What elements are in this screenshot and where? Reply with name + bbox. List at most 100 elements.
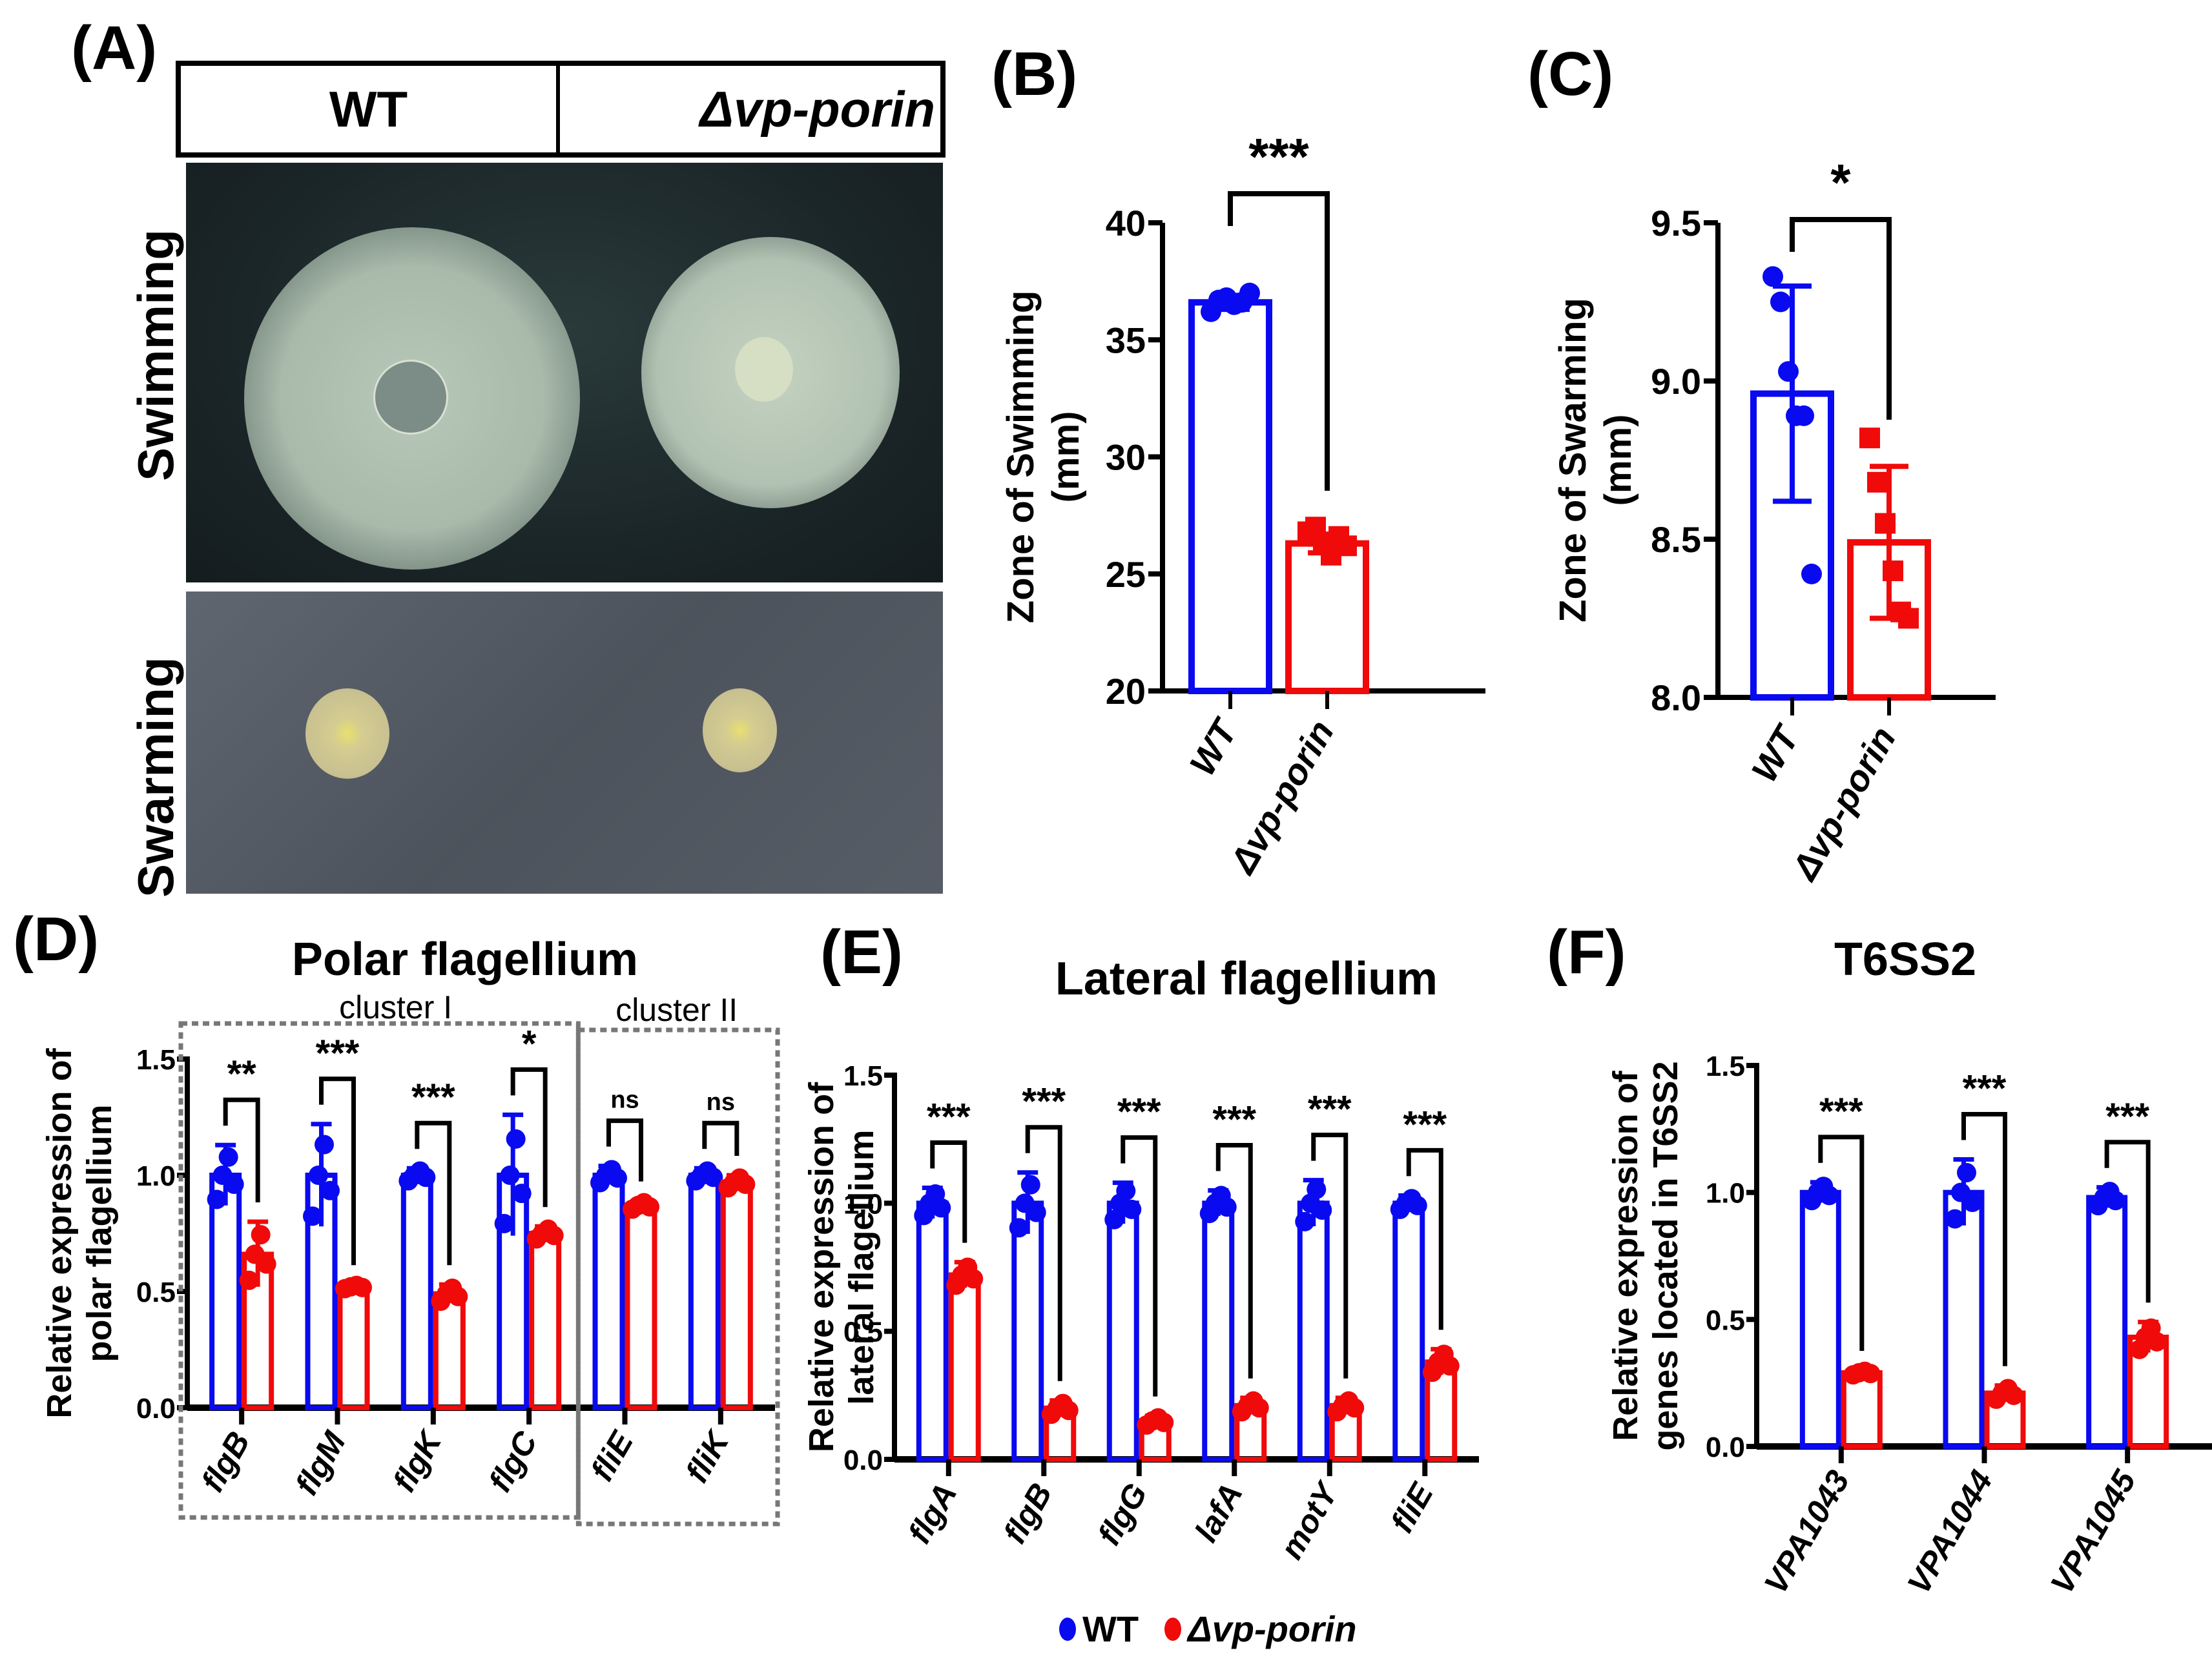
significance-marker: *** bbox=[1022, 1081, 1066, 1123]
bar bbox=[625, 1202, 657, 1410]
bar bbox=[1106, 1200, 1139, 1462]
y-tick-label: 1.5 bbox=[843, 1060, 883, 1092]
x-tick-label: WT bbox=[1181, 710, 1246, 782]
data-point bbox=[1801, 563, 1822, 584]
swarming-plate-photo bbox=[186, 591, 943, 894]
chart-panel-d: Polar flagellium Relative expression of po… bbox=[40, 934, 780, 1527]
x-tick-label: fliK bbox=[679, 1423, 738, 1488]
data-point bbox=[1122, 1199, 1142, 1219]
significance-bracket bbox=[1121, 1135, 1158, 1397]
y-axis-title: Zone of Swimming (mm) bbox=[1000, 291, 1087, 624]
chart-panel-e: Lateral flagellium Relative expression of… bbox=[807, 953, 1479, 1565]
bar bbox=[1841, 1370, 1883, 1450]
bar bbox=[688, 1173, 721, 1410]
y-tick-label: 8.5 bbox=[1651, 519, 1701, 560]
significance-marker: *** bbox=[2105, 1096, 2149, 1138]
bar bbox=[209, 1173, 242, 1410]
row-label-swimming: Swimming bbox=[127, 229, 184, 481]
significance-marker: ** bbox=[227, 1053, 257, 1095]
bar bbox=[1943, 1189, 1985, 1449]
svg-text:(mm): (mm) bbox=[1597, 415, 1639, 506]
significance-bracket bbox=[1215, 1143, 1253, 1379]
mutant-swarming-colony bbox=[703, 688, 777, 772]
svg-text:lateral flagellium: lateral flagellium bbox=[842, 1129, 881, 1404]
significance-marker: *** bbox=[316, 1033, 360, 1075]
svg-text:polar flagellium: polar flagellium bbox=[80, 1104, 119, 1362]
data-point bbox=[512, 1184, 532, 1204]
data-point bbox=[1793, 405, 1814, 426]
significance-bracket bbox=[510, 1067, 548, 1208]
data-point bbox=[2004, 1385, 2023, 1405]
data-point bbox=[1307, 1179, 1327, 1199]
data-point bbox=[1875, 513, 1896, 534]
x-tick-label: flgB bbox=[997, 1477, 1059, 1550]
strain-mutant-header: Δvp-porin bbox=[556, 66, 940, 152]
x-tick-label: lafA bbox=[1188, 1477, 1250, 1548]
chart-title: Lateral flagellium bbox=[1055, 953, 1438, 1005]
y-tick-label: 1.0 bbox=[843, 1188, 883, 1220]
significance-bracket bbox=[930, 1140, 967, 1243]
panel-d-label: (D) bbox=[13, 905, 99, 974]
svg-text:Zone of Swarming: Zone of Swarming bbox=[1552, 298, 1594, 622]
panel-a-label: (A) bbox=[71, 14, 158, 83]
data-point bbox=[2105, 1191, 2125, 1211]
data-point bbox=[303, 1206, 322, 1226]
legend-mutant-label: Δvp-porin bbox=[1188, 1609, 1357, 1649]
y-tick-label: 1.0 bbox=[1706, 1178, 1745, 1209]
data-point bbox=[494, 1213, 514, 1233]
x-tick-label: VPA1043 bbox=[1757, 1464, 1857, 1599]
svg-text:Relative expression of: Relative expression of bbox=[807, 1082, 841, 1452]
mutant-inoculation-spot bbox=[735, 337, 793, 402]
data-point bbox=[1770, 291, 1791, 313]
data-point bbox=[1407, 1195, 1427, 1215]
bar bbox=[1011, 1200, 1044, 1462]
y-tick-label: 9.5 bbox=[1651, 203, 1701, 243]
y-tick-label: 9.0 bbox=[1651, 361, 1701, 402]
bar bbox=[948, 1272, 981, 1463]
data-point bbox=[320, 1180, 340, 1200]
y-tick-label: 0.5 bbox=[1706, 1304, 1745, 1336]
data-point bbox=[736, 1175, 756, 1195]
svg-text:Relative expression of: Relative expression of bbox=[40, 1047, 79, 1418]
cluster-ii-label: cluster II bbox=[615, 992, 738, 1028]
legend-item-mutant: Δvp-porin bbox=[1164, 1608, 1357, 1650]
data-point bbox=[931, 1198, 951, 1218]
bar bbox=[1297, 1200, 1330, 1462]
data-point bbox=[608, 1168, 627, 1188]
data-point bbox=[1020, 1175, 1040, 1195]
y-tick-label: 35 bbox=[1106, 320, 1146, 360]
data-point bbox=[1867, 471, 1888, 493]
panel-e-label: (E) bbox=[820, 918, 903, 987]
x-tick-label: fliE bbox=[1383, 1476, 1440, 1539]
wt-marker-icon bbox=[1059, 1617, 1076, 1641]
chart-panel-c: Zone of Swarming (mm)8.08.59.09.5WTΔvp-po… bbox=[1552, 154, 1996, 887]
significance-marker: *** bbox=[1248, 129, 1309, 185]
significance-marker: ns bbox=[610, 1087, 639, 1114]
data-point bbox=[224, 1175, 244, 1195]
data-point bbox=[256, 1254, 276, 1274]
significance-bracket bbox=[1961, 1112, 2007, 1366]
data-point bbox=[703, 1167, 723, 1188]
bar bbox=[1188, 299, 1272, 694]
x-tick-label: motY bbox=[1273, 1474, 1346, 1565]
y-tick-label: 40 bbox=[1106, 203, 1146, 243]
y-tick-label: 0.5 bbox=[843, 1317, 883, 1348]
data-point bbox=[544, 1226, 564, 1246]
data-point bbox=[1957, 1162, 1976, 1182]
panel-f-label: (F) bbox=[1547, 918, 1626, 987]
data-point bbox=[1295, 1211, 1315, 1231]
chart-title: T6SS2 bbox=[1834, 934, 1976, 985]
data-point bbox=[1059, 1401, 1079, 1421]
significance-bracket bbox=[606, 1118, 643, 1182]
data-point bbox=[1026, 1202, 1046, 1222]
data-point bbox=[1778, 361, 1799, 382]
mutant-marker-icon bbox=[1164, 1617, 1182, 1641]
x-tick-label: flgM bbox=[288, 1424, 353, 1501]
x-tick-label: WT bbox=[1743, 717, 1808, 788]
significance-bracket bbox=[1228, 191, 1330, 491]
data-point bbox=[1116, 1181, 1136, 1201]
panel-c-label: (C) bbox=[1527, 39, 1614, 108]
bar bbox=[1392, 1200, 1425, 1462]
legend-item-wt: WT bbox=[1059, 1608, 1139, 1650]
